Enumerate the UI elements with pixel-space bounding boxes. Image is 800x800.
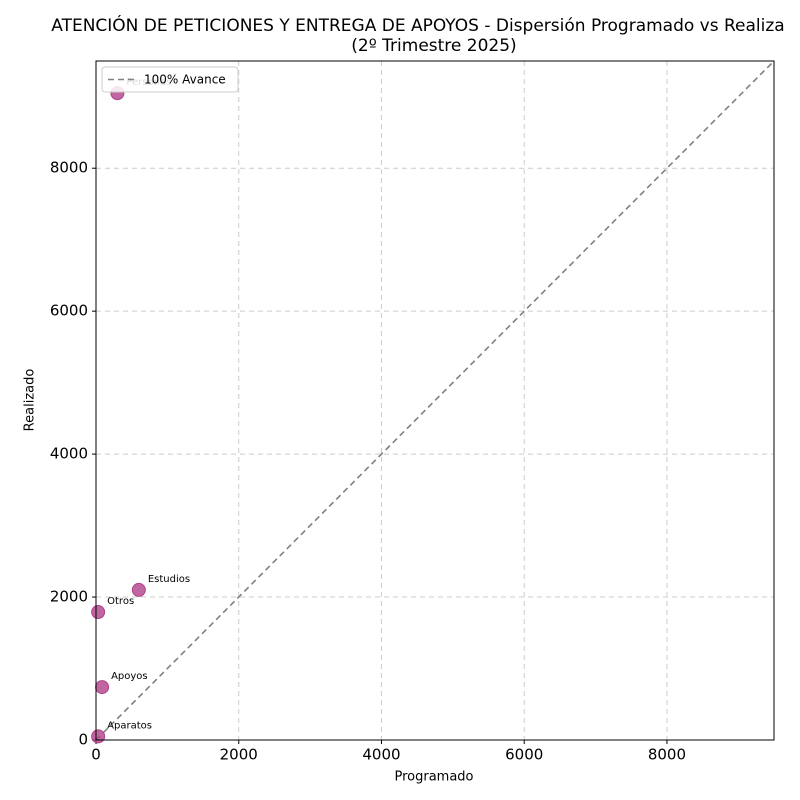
x-tick-label: 4000 [362,746,400,764]
x-tick-label: 6000 [505,746,543,764]
legend-box [101,66,239,93]
y-tick-label: 2000 [50,588,88,606]
x-tick-label: 2000 [220,746,258,764]
point-label: Aparatos [107,720,152,731]
x-tick-label: 0 [91,746,101,764]
chart-title: ATENCIÓN DE PETICIONES Y ENTREGA DE APOY… [51,14,784,36]
chart-subtitle: (2º Trimestre 2025) [351,36,516,56]
legend: 100% Avance [101,66,239,93]
y-tick-label: 0 [78,731,88,749]
y-tick-label: 6000 [50,302,88,320]
point-label: Estudios [148,574,190,585]
y-tick-label: 8000 [50,159,88,177]
x-tick-label: 8000 [648,746,686,764]
point [131,582,146,597]
legend-label: 100% Avance [144,73,226,87]
point-label: Otros [107,596,134,607]
y-axis-label: Realizado [23,369,38,432]
point [95,680,110,695]
y-tick-label: 4000 [50,445,88,463]
point [91,729,106,744]
point [91,605,106,620]
point-label: Apoyos [111,671,148,682]
x-axis-label: Programado [394,770,473,785]
plot-frame [95,60,775,741]
reference-line [95,60,775,741]
